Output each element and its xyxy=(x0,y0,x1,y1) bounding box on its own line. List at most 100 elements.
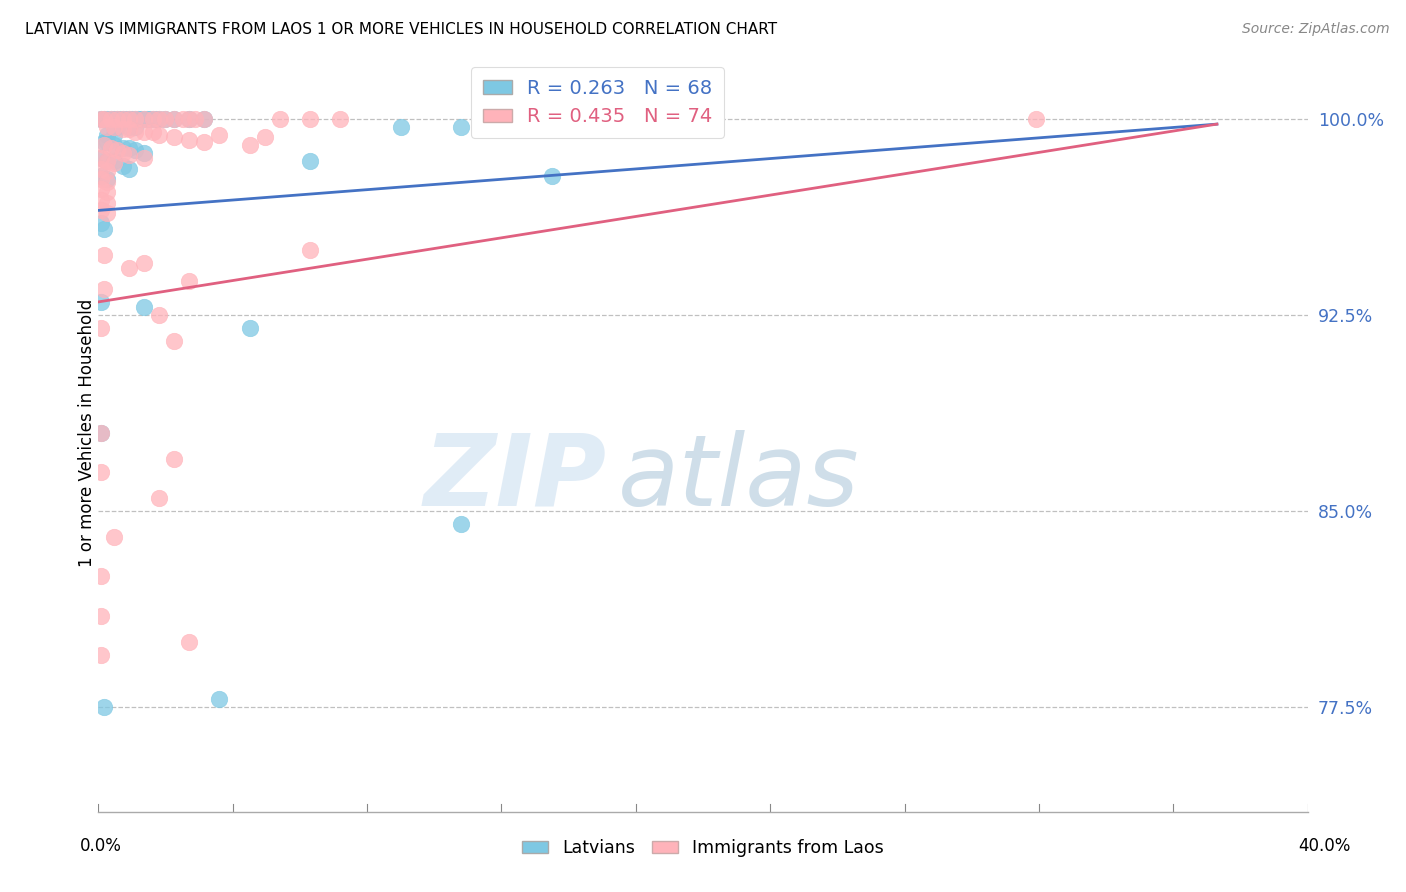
Point xyxy=(90,425,112,440)
Text: 0.0%: 0.0% xyxy=(80,837,122,855)
Point xyxy=(93,282,115,296)
Point xyxy=(145,112,167,126)
Point xyxy=(118,122,141,136)
Point xyxy=(142,125,165,139)
Point xyxy=(96,195,118,210)
Point xyxy=(329,112,352,126)
Point xyxy=(179,112,201,126)
Point xyxy=(93,138,115,153)
Point xyxy=(90,169,112,184)
Point xyxy=(93,112,115,126)
Point xyxy=(163,112,186,126)
Point xyxy=(93,112,115,126)
Point xyxy=(105,143,128,157)
Point xyxy=(90,465,112,479)
Point xyxy=(127,112,149,126)
Point xyxy=(105,112,128,126)
Point xyxy=(132,112,155,126)
Point xyxy=(118,148,141,162)
Point xyxy=(208,128,231,142)
Point xyxy=(96,153,118,168)
Point xyxy=(118,112,141,126)
Point xyxy=(121,112,143,126)
Point xyxy=(299,112,322,126)
Point xyxy=(111,112,134,126)
Point xyxy=(90,648,112,662)
Point xyxy=(179,133,201,147)
Point xyxy=(299,243,322,257)
Point xyxy=(179,112,201,126)
Point xyxy=(208,692,231,706)
Point xyxy=(90,294,112,309)
Point xyxy=(163,334,186,348)
Point xyxy=(148,308,170,322)
Point xyxy=(90,193,112,207)
Text: LATVIAN VS IMMIGRANTS FROM LAOS 1 OR MORE VEHICLES IN HOUSEHOLD CORRELATION CHAR: LATVIAN VS IMMIGRANTS FROM LAOS 1 OR MOR… xyxy=(25,22,778,37)
Point xyxy=(90,112,112,126)
Point xyxy=(96,206,118,220)
Point xyxy=(193,136,215,150)
Point xyxy=(132,125,155,139)
Point xyxy=(118,260,141,275)
Point xyxy=(100,112,122,126)
Point xyxy=(103,120,125,134)
Point xyxy=(1024,112,1046,126)
Point xyxy=(90,182,112,196)
Point xyxy=(90,203,112,218)
Point xyxy=(239,321,262,335)
Point xyxy=(132,300,155,314)
Point xyxy=(111,122,134,136)
Point xyxy=(103,120,125,134)
Point xyxy=(108,112,131,126)
Point xyxy=(100,141,122,155)
Point xyxy=(90,217,112,231)
Point xyxy=(103,153,125,168)
Point xyxy=(193,112,215,126)
Point xyxy=(139,112,162,126)
Point xyxy=(96,164,118,178)
Point xyxy=(124,125,146,139)
Point xyxy=(132,145,155,160)
Point xyxy=(148,112,170,126)
Point xyxy=(96,153,118,168)
Point xyxy=(90,161,112,176)
Point xyxy=(172,112,194,126)
Point xyxy=(90,321,112,335)
Text: Source: ZipAtlas.com: Source: ZipAtlas.com xyxy=(1241,22,1389,37)
Point xyxy=(269,112,291,126)
Point xyxy=(132,151,155,165)
Point xyxy=(96,185,118,199)
Text: atlas: atlas xyxy=(619,430,860,526)
Point xyxy=(179,634,201,648)
Point xyxy=(193,112,215,126)
Point xyxy=(93,136,115,150)
Point xyxy=(93,221,115,235)
Point xyxy=(90,425,112,440)
Point xyxy=(118,141,141,155)
Point xyxy=(111,145,134,160)
Point xyxy=(100,112,122,126)
Point xyxy=(163,112,186,126)
Point xyxy=(124,112,146,126)
Point xyxy=(142,112,165,126)
Point xyxy=(90,112,112,126)
Point xyxy=(179,274,201,288)
Point xyxy=(90,608,112,623)
Point xyxy=(118,112,141,126)
Point xyxy=(153,112,176,126)
Legend: Latvians, Immigrants from Laos: Latvians, Immigrants from Laos xyxy=(515,832,891,863)
Point xyxy=(96,136,118,150)
Point xyxy=(103,156,125,170)
Point xyxy=(96,128,118,142)
Point xyxy=(163,451,186,466)
Point xyxy=(132,112,155,126)
Point xyxy=(132,255,155,269)
Point xyxy=(103,138,125,153)
Point xyxy=(148,128,170,142)
Point xyxy=(124,120,146,134)
Point xyxy=(90,569,112,583)
Point xyxy=(148,112,170,126)
Point xyxy=(111,141,134,155)
Point xyxy=(118,120,141,134)
Point xyxy=(111,159,134,173)
